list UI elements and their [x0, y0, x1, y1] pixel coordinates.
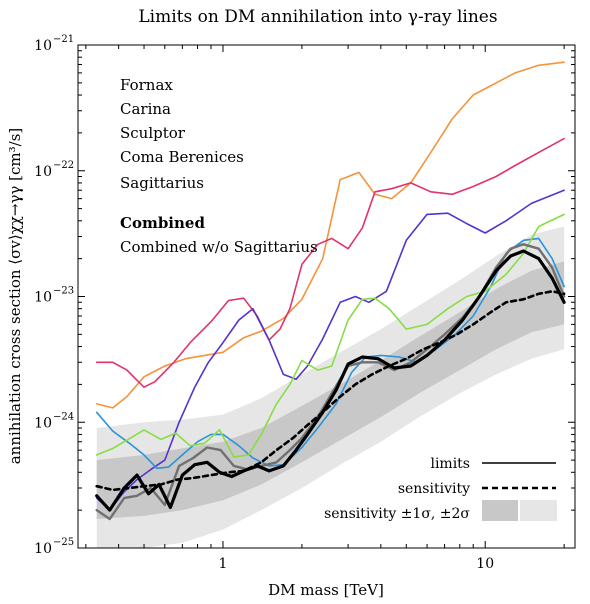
- series-line-fornax: [95, 61, 565, 409]
- legend-2sigma-swatch: [520, 500, 557, 521]
- y-tick-exponent: −25: [53, 537, 74, 548]
- legend-sensitivity-label: sensitivity: [398, 481, 470, 497]
- y-tick-label: 10: [34, 415, 52, 431]
- y-tick-exponent: −23: [53, 286, 74, 297]
- y-tick-label: 10: [34, 164, 52, 180]
- legend-item: Sculptor: [120, 124, 186, 142]
- series-line-carina: [95, 137, 565, 389]
- legend-1sigma-swatch: [482, 500, 518, 521]
- y-tick-exponent: −24: [53, 411, 74, 422]
- chart-title: Limits on DM annihilation into γ-ray lin…: [138, 7, 497, 27]
- legend-item: Combined w/o Sagittarius: [120, 238, 318, 256]
- y-tick-label: 10: [34, 541, 52, 557]
- legend-item: Sagittarius: [120, 174, 204, 192]
- band-1sigma: [96, 261, 565, 519]
- legend-item: Carina: [120, 100, 171, 118]
- series-line-sagittarius: [95, 213, 565, 458]
- y-tick-label: 10: [34, 290, 52, 306]
- y-tick-exponent: −21: [53, 34, 74, 45]
- y-tick-label: 10: [34, 38, 52, 54]
- legend-limits-label: limits: [430, 456, 470, 472]
- y-axis-label: annihilation cross section ⟨σv⟩χχ→γγ [cm…: [6, 128, 24, 465]
- x-tick-label: 1: [219, 556, 228, 572]
- series-line-combined: [95, 249, 566, 512]
- legend-item: Fornax: [120, 76, 173, 94]
- legend-item: Coma Berenices: [120, 148, 244, 166]
- series-line-sculptor: [95, 189, 565, 511]
- legend-sources: Fornax Carina Sculptor Coma Berenices Sagitt…: [120, 76, 318, 256]
- legend-bands-label: sensitivity ±1σ, ±2σ: [324, 506, 470, 522]
- x-tick-label: 10: [476, 556, 494, 572]
- y-tick-exponent: −22: [53, 160, 74, 171]
- legend-styles: limits sensitivity sensitivity ±1σ, ±2σ: [324, 456, 557, 522]
- x-axis-label: DM mass [TeV]: [268, 581, 384, 599]
- legend-item: Combined: [120, 214, 205, 232]
